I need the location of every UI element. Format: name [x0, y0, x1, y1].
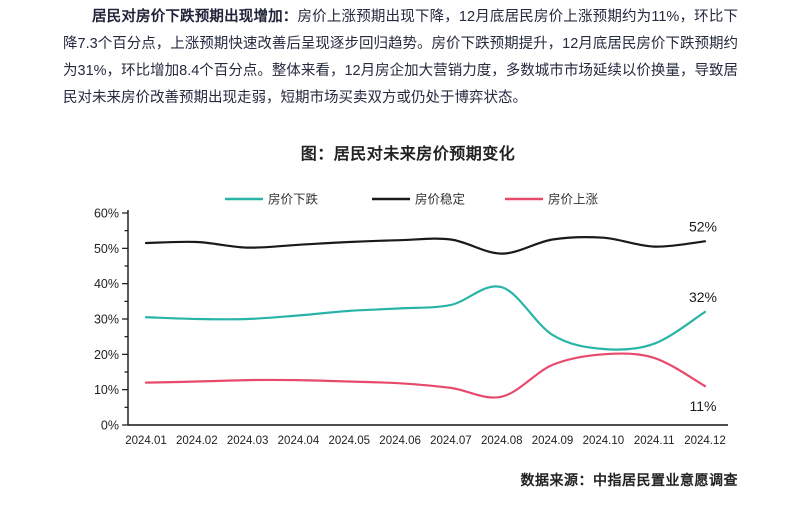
x-tick-label: 2024.12 — [684, 435, 726, 447]
y-tick-label: 50% — [94, 242, 119, 256]
data-source: 数据来源：中指居民置业意愿调查 — [520, 472, 738, 488]
series-end-label: 11% — [690, 398, 717, 414]
x-tick-label: 2024.07 — [430, 435, 472, 447]
y-tick-label: 60% — [94, 207, 119, 221]
legend-label: 房价下跌 — [268, 192, 319, 207]
x-tick-label: 2024.06 — [379, 435, 421, 447]
y-tick-label: 30% — [94, 313, 119, 327]
x-tick-label: 2024.04 — [278, 435, 320, 447]
legend-item-2: 房价稳定 — [372, 192, 465, 207]
y-tick-label: 40% — [94, 277, 119, 291]
axes — [127, 210, 728, 426]
legend-label: 房价稳定 — [415, 192, 465, 207]
legend-item-1: 房价下跌 — [225, 192, 319, 207]
x-tick-label: 2024.02 — [176, 435, 218, 447]
series-line-2 — [144, 235, 707, 255]
series-line-3 — [144, 352, 707, 399]
legend: 房价下跌 房价稳定 房价上涨 — [225, 192, 599, 207]
series-end-labels: 32% 52% 11% — [689, 218, 717, 414]
y-tick-label: 0% — [101, 419, 119, 433]
series-line-1 — [144, 285, 707, 351]
y-tick-label: 10% — [94, 383, 119, 397]
paragraph-lead: 居民对房价下跌预期出现增加： — [92, 9, 298, 25]
legend-label: 房价上涨 — [548, 192, 599, 207]
x-tick-label: 2024.03 — [227, 435, 269, 447]
series-lines — [144, 235, 707, 399]
x-axis-labels: 2024.01 2024.02 2024.03 2024.04 2024.05 2024.… — [125, 435, 726, 447]
x-tick-label: 2024.09 — [532, 435, 574, 447]
paragraph-body: 房价上涨预期出现下降，12月底居民房价上涨预期约为11%，环比下降7.3个百分点… — [63, 9, 739, 106]
x-tick-label: 2024.05 — [328, 435, 370, 447]
x-tick-label: 2024.11 — [634, 435, 675, 447]
x-tick-label: 2024.01 — [125, 435, 167, 447]
y-axis-ticks: 0% 10% 20% 30% 40% 50% 60% — [94, 207, 128, 433]
y-tick-label: 20% — [94, 348, 119, 362]
legend-item-3: 房价上涨 — [505, 192, 599, 207]
series-end-label: 32% — [689, 289, 717, 305]
x-tick-label: 2024.08 — [481, 435, 523, 447]
chart-title: 图：居民对未来房价预期变化 — [300, 146, 516, 163]
x-tick-label: 2024.10 — [583, 435, 625, 447]
intro-paragraph: 居民对房价下跌预期出现增加：房价上涨预期出现下降，12月底居民房价上涨预期约为1… — [63, 4, 738, 112]
series-end-label: 52% — [689, 218, 717, 234]
